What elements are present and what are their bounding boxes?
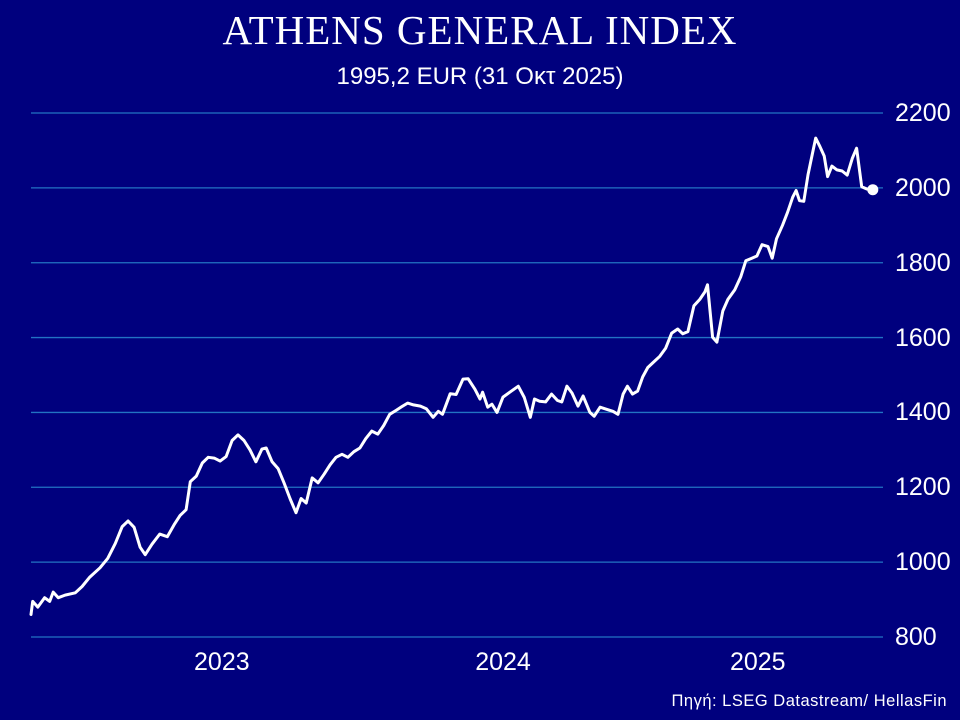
y-axis-label: 1400	[895, 398, 951, 427]
y-axis-label: 1600	[895, 323, 951, 352]
chart-subtitle-last-value: 1995,2 EUR (31 Οκτ 2025)	[336, 63, 624, 90]
y-axis-label: 2000	[895, 173, 951, 202]
last-value-dot	[867, 184, 879, 196]
chart-title: ATHENS GENERAL INDEX	[222, 7, 738, 53]
y-axis-label: 1800	[895, 248, 951, 277]
y-axis-label: 800	[895, 623, 937, 651]
y-axis-label: 2200	[895, 99, 951, 127]
gridlines-group	[31, 112, 883, 638]
y-axis-label: 1000	[895, 548, 951, 577]
y-axis-label: 1200	[895, 473, 951, 502]
source-credit: Πηγή: LSEG Datastream/ HellasFin	[671, 692, 947, 710]
index-series-line	[29, 136, 875, 616]
x-axis-label: 2023	[194, 648, 250, 676]
x-axis-label: 2024	[475, 648, 531, 676]
x-axis-label: 2025	[729, 648, 786, 676]
